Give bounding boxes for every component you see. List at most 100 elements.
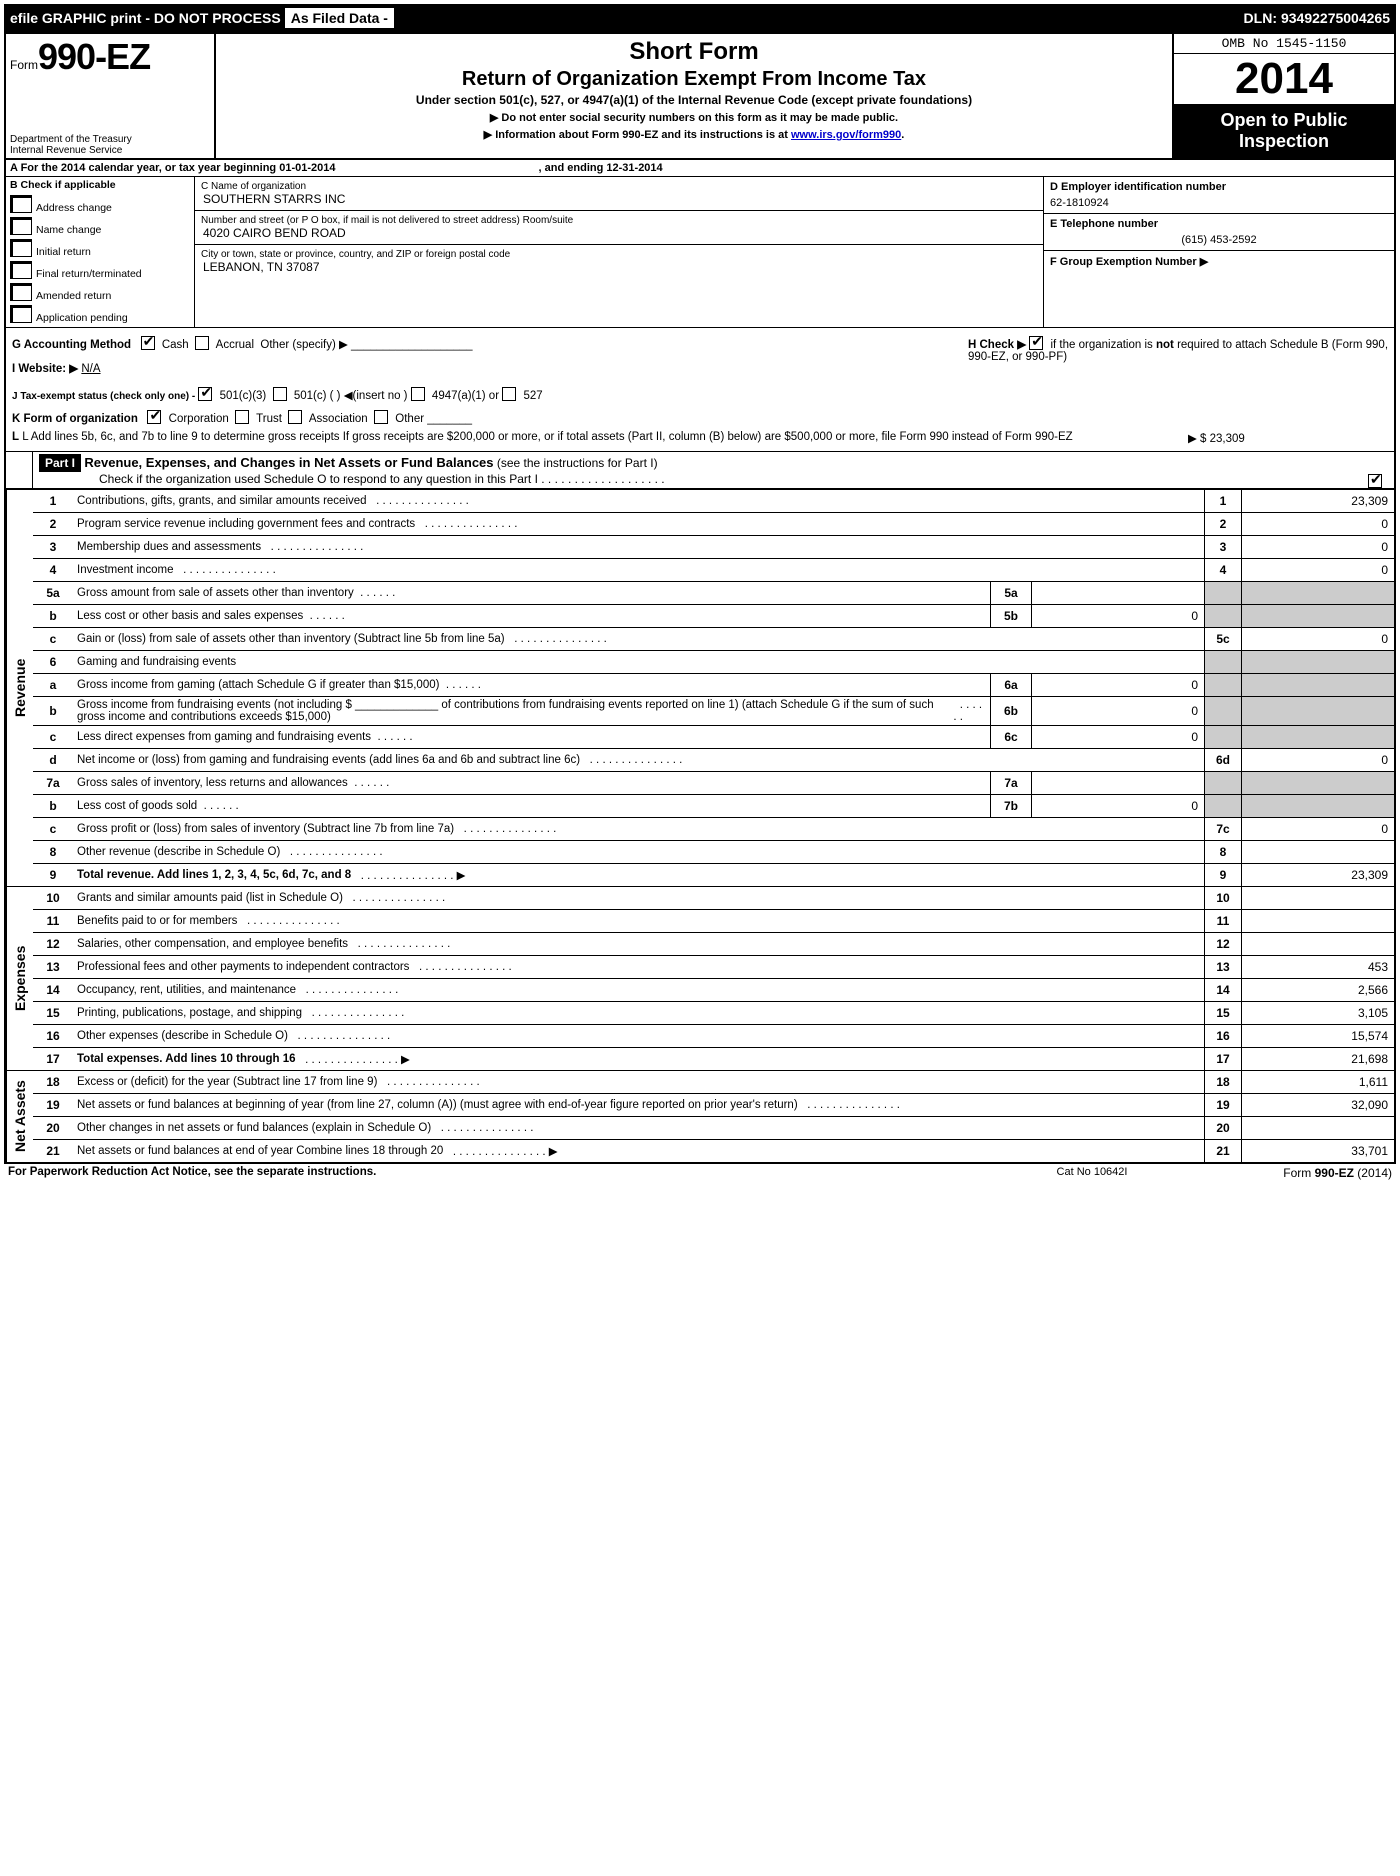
line-6-header: 6 Gaming and fundraising events xyxy=(33,651,1394,674)
as-filed-box: As Filed Data - xyxy=(285,8,394,28)
line-value: 23,309 xyxy=(1241,864,1394,886)
line-value-shaded xyxy=(1241,697,1394,725)
line-num: c xyxy=(33,726,73,748)
chk-other-org[interactable] xyxy=(374,410,388,424)
lbl-address-change: Address change xyxy=(36,202,112,214)
chk-527[interactable] xyxy=(502,387,516,401)
line-desc: Less cost or other basis and sales expen… xyxy=(73,605,990,627)
line-box: 8 xyxy=(1204,841,1241,863)
city-value: LEBANON, TN 37087 xyxy=(201,260,1037,274)
line-5b: b Less cost or other basis and sales exp… xyxy=(33,605,1394,628)
line-box: 17 xyxy=(1204,1048,1241,1070)
chk-address-change[interactable] xyxy=(10,195,32,213)
line-value-shaded xyxy=(1241,674,1394,696)
line-box: 11 xyxy=(1204,910,1241,932)
form-header: Form990-EZ Department of the Treasury In… xyxy=(6,34,1394,160)
group-exemption-label: F Group Exemption Number ▶ xyxy=(1050,255,1388,268)
line-num: c xyxy=(33,628,73,650)
line-desc: Professional fees and other payments to … xyxy=(73,956,1204,978)
line-box-shaded xyxy=(1204,726,1241,748)
short-form-title: Short Form xyxy=(224,38,1164,66)
lbl-final-return: Final return/terminated xyxy=(36,268,142,280)
tax-year: 2014 xyxy=(1174,54,1394,104)
chk-accrual[interactable] xyxy=(195,336,209,350)
lbl-527: 527 xyxy=(523,390,542,402)
chk-cash[interactable] xyxy=(141,336,155,350)
cat-no: Cat No 10642I xyxy=(992,1166,1192,1180)
chk-trust[interactable] xyxy=(235,410,249,424)
paperwork-notice: For Paperwork Reduction Act Notice, see … xyxy=(8,1166,992,1180)
lbl-association: Association xyxy=(309,413,368,425)
chk-initial-return[interactable] xyxy=(10,239,32,257)
l-desc: L Add lines 5b, 6c, and 7b to line 9 to … xyxy=(22,431,1072,443)
line-desc: Gaming and fundraising events xyxy=(73,651,1204,673)
line-value: 0 xyxy=(1241,513,1394,535)
lbl-amended-return: Amended return xyxy=(36,290,111,302)
line-value: 1,611 xyxy=(1241,1071,1394,1093)
chk-501c[interactable] xyxy=(273,387,287,401)
chk-name-change[interactable] xyxy=(10,217,32,235)
line-value: 33,701 xyxy=(1241,1140,1394,1162)
form-container: Form990-EZ Department of the Treasury In… xyxy=(4,32,1396,1164)
line-value: 3,105 xyxy=(1241,1002,1394,1024)
line-desc: Net assets or fund balances at beginning… xyxy=(73,1094,1204,1116)
line-desc: Total expenses. Add lines 10 through 16 … xyxy=(73,1048,1204,1070)
lbl-501c: 501(c) ( ) ◀(insert no ) xyxy=(294,390,408,402)
line-desc: Other revenue (describe in Schedule O) .… xyxy=(73,841,1204,863)
open-public: Open to Public Inspection xyxy=(1174,104,1394,158)
line-value: 32,090 xyxy=(1241,1094,1394,1116)
expenses-side-label: Expenses xyxy=(6,887,33,1070)
inner-value: 0 xyxy=(1032,726,1204,748)
tax-exempt-label: J Tax-exempt status (check only one) - xyxy=(12,391,195,402)
chk-501c3[interactable] xyxy=(198,387,212,401)
form-prefix: Form xyxy=(10,58,38,72)
line-18: 18 Excess or (deficit) for the year (Sub… xyxy=(33,1071,1394,1094)
line-desc: Salaries, other compensation, and employ… xyxy=(73,933,1204,955)
netassets-section: Net Assets 18 Excess or (deficit) for th… xyxy=(6,1070,1394,1162)
chk-amended-return[interactable] xyxy=(10,283,32,301)
line-value: 21,698 xyxy=(1241,1048,1394,1070)
line-value: 453 xyxy=(1241,956,1394,978)
line-box: 20 xyxy=(1204,1117,1241,1139)
line-4: 4 Investment income . . . . . . . . . . … xyxy=(33,559,1394,582)
chk-schedule-o-part1[interactable] xyxy=(1368,474,1382,488)
gross-receipts-value: ▶ $ 23,309 xyxy=(1168,431,1388,445)
lbl-501c3: 501(c)(3) xyxy=(220,390,267,402)
line-6d: d Net income or (loss) from gaming and f… xyxy=(33,749,1394,772)
line-num: 20 xyxy=(33,1117,73,1139)
section-c: C Name of organization SOUTHERN STARRS I… xyxy=(195,177,1043,327)
line-box-shaded xyxy=(1204,582,1241,604)
line-num: 6 xyxy=(33,651,73,673)
line-num: 8 xyxy=(33,841,73,863)
line-num: 2 xyxy=(33,513,73,535)
line-num: c xyxy=(33,818,73,840)
irs-link[interactable]: www.irs.gov/form990 xyxy=(791,129,901,141)
part-1-label: Part I xyxy=(39,454,81,472)
inner-value: 0 xyxy=(1032,674,1204,696)
line-desc: Net assets or fund balances at end of ye… xyxy=(73,1140,1204,1162)
line-box-shaded xyxy=(1204,651,1241,673)
warning-info: ▶ Information about Form 990-EZ and its … xyxy=(224,128,1164,141)
tax-year-end: 12-31-2014 xyxy=(606,162,662,174)
line-value xyxy=(1241,933,1394,955)
return-title: Return of Organization Exempt From Incom… xyxy=(224,68,1164,91)
line-value: 23,309 xyxy=(1241,490,1394,512)
part-1-check-line: Check if the organization used Schedule … xyxy=(99,472,665,486)
line-box: 9 xyxy=(1204,864,1241,886)
chk-corporation[interactable] xyxy=(147,410,161,424)
dln-value: 93492275004265 xyxy=(1281,10,1390,26)
chk-final-return[interactable] xyxy=(10,261,32,279)
line-desc: Grants and similar amounts paid (list in… xyxy=(73,887,1204,909)
chk-4947[interactable] xyxy=(411,387,425,401)
chk-schedule-b-not-required[interactable] xyxy=(1029,336,1043,350)
dept-irs: Internal Revenue Service xyxy=(10,145,210,156)
website-label: I Website: ▶ xyxy=(12,363,78,375)
part-1-subtitle: (see the instructions for Part I) xyxy=(497,456,658,470)
line-num: 3 xyxy=(33,536,73,558)
line-box: 6d xyxy=(1204,749,1241,771)
line-desc: Less direct expenses from gaming and fun… xyxy=(73,726,990,748)
chk-association[interactable] xyxy=(288,410,302,424)
inner-box: 5b xyxy=(990,605,1032,627)
chk-application-pending[interactable] xyxy=(10,305,32,323)
line-box-shaded xyxy=(1204,674,1241,696)
